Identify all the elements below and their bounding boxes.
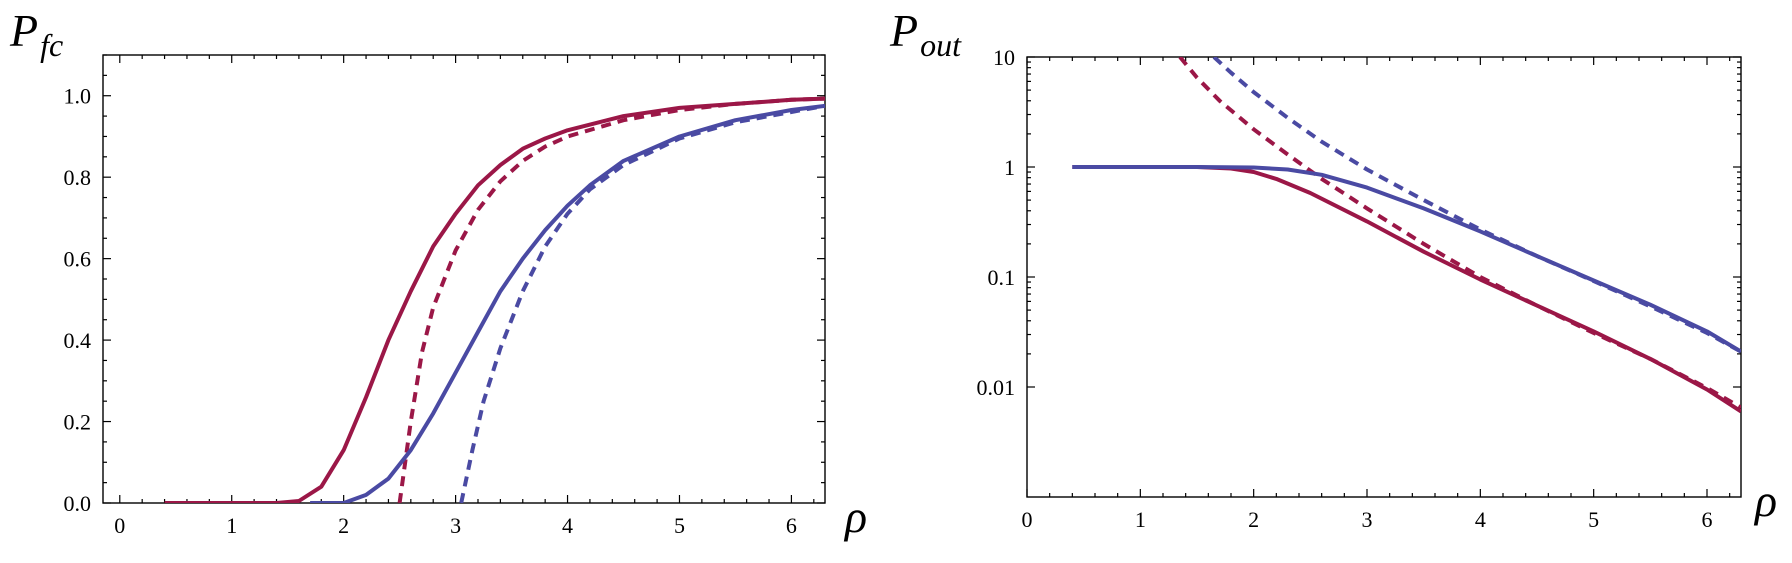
y-tick-label: 0.2 bbox=[64, 410, 92, 435]
x-tick-label: 6 bbox=[786, 513, 797, 538]
x-tick-label: 5 bbox=[1588, 507, 1599, 532]
x-tick-label: 1 bbox=[1135, 507, 1146, 532]
series-red-dashed bbox=[1178, 57, 1741, 410]
y-axis-label-right: Pout bbox=[889, 5, 962, 63]
x-tick-label: 4 bbox=[1475, 507, 1486, 532]
x-tick-label: 4 bbox=[562, 513, 573, 538]
x-tick-label: 2 bbox=[338, 513, 349, 538]
y-tick-label: 0.01 bbox=[977, 375, 1016, 400]
series-blue-dashed bbox=[459, 103, 825, 503]
x-axis-label-right: ρ bbox=[1753, 475, 1777, 526]
y-tick-label: 10 bbox=[993, 45, 1015, 70]
plot-frame-right bbox=[1026, 56, 1742, 498]
y-tick-label: 0.0 bbox=[64, 491, 92, 516]
series-blue-solid bbox=[310, 103, 825, 503]
chart-right-pout: Pout ρ 0 1 2 3 4 5 6 0.01 0.1 1 10 bbox=[889, 5, 1777, 532]
x-tick-label: 3 bbox=[1362, 507, 1373, 532]
series-red-dashed bbox=[397, 96, 825, 503]
y-tick-label: 0.8 bbox=[64, 165, 92, 190]
plot-frame-left bbox=[102, 54, 826, 504]
x-tick-label: 6 bbox=[1702, 507, 1713, 532]
y-tick-label: 0.6 bbox=[64, 247, 92, 272]
x-tick-label: 1 bbox=[226, 513, 237, 538]
y-tick-label: 1 bbox=[1004, 155, 1015, 180]
x-tick-label: 0 bbox=[114, 513, 125, 538]
series-blue-solid bbox=[1072, 165, 1741, 354]
x-axis-label-left: ρ bbox=[843, 491, 867, 542]
y-tick-label: 1.0 bbox=[64, 84, 92, 109]
series-blue-dashed bbox=[1212, 57, 1741, 354]
x-tick-label: 3 bbox=[450, 513, 461, 538]
x-tick-label: 5 bbox=[674, 513, 685, 538]
x-tick-label: 0 bbox=[1022, 507, 1033, 532]
y-tick-label: 0.4 bbox=[64, 328, 92, 353]
series-red-solid bbox=[164, 96, 825, 503]
y-axis-label-left: Pfc bbox=[9, 5, 63, 63]
chart-left-pfc: Pfc ρ 0 1 2 3 4 5 6 0.0 0.2 0.4 0.6 0.8 1.0 bbox=[9, 5, 867, 542]
x-tick-label: 2 bbox=[1248, 507, 1259, 532]
y-tick-label: 0.1 bbox=[988, 265, 1016, 290]
